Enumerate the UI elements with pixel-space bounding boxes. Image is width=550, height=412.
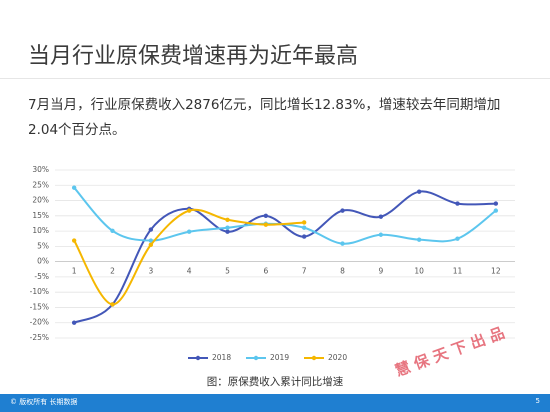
- point: [186, 229, 192, 234]
- y-tick-label: 25%: [32, 180, 49, 189]
- point: [186, 208, 192, 213]
- point: [148, 238, 154, 243]
- x-tick-label: 6: [263, 267, 268, 276]
- x-tick-label: 2: [110, 267, 115, 276]
- page-number: 5: [535, 397, 540, 405]
- x-tick-label: 11: [453, 267, 463, 276]
- x-tick-label: 1: [72, 267, 77, 276]
- point: [416, 189, 422, 194]
- legend-marker: [311, 355, 317, 361]
- y-tick-label: 30%: [32, 165, 49, 174]
- point: [455, 201, 460, 206]
- slide-title: 当月行业原保费增速再为近年最高: [28, 44, 359, 69]
- point: [416, 237, 422, 242]
- series-line: [73, 208, 305, 306]
- x-tick-label: 4: [187, 267, 192, 276]
- point: [110, 228, 115, 233]
- point: [225, 225, 230, 230]
- x-tick-label: 10: [414, 267, 424, 276]
- y-tick-label: -5%: [34, 272, 49, 281]
- y-tick-label: -10%: [30, 287, 49, 296]
- y-tick-label: 10%: [32, 226, 49, 235]
- y-tick-label: -15%: [30, 302, 49, 311]
- point: [301, 225, 307, 230]
- footer-text: © 版权所有 长期数据: [10, 398, 78, 406]
- point: [110, 302, 115, 307]
- legend-label: 2020: [328, 353, 347, 362]
- point: [301, 234, 307, 239]
- chart: -25%-20%-15%-10%-5%0%5%10%15%20%25%30%1 2…: [30, 165, 515, 362]
- point: [378, 214, 384, 219]
- point: [225, 217, 230, 222]
- legend-marker: [253, 355, 259, 361]
- legend-label: 2019: [270, 353, 289, 362]
- series-line: [73, 190, 496, 324]
- y-tick-label: 0%: [37, 257, 49, 266]
- x-tick-label: 12: [491, 267, 501, 276]
- slide-text: 7月当月，行业原保费收入2876亿元，同比增长12.83%，增速较去年同期增加2…: [28, 97, 501, 138]
- point: [148, 242, 154, 248]
- legend-label: 2018: [212, 353, 231, 362]
- point: [71, 238, 77, 243]
- legend-marker: [195, 355, 201, 361]
- y-tick-label: 15%: [32, 211, 49, 220]
- y-tick-label: 20%: [32, 196, 49, 205]
- point: [148, 227, 154, 232]
- y-tick-label: 5%: [37, 241, 49, 250]
- point: [493, 208, 499, 213]
- point: [71, 320, 77, 325]
- x-tick-label: 3: [148, 267, 153, 276]
- chart-caption: 图：原保费收入累计同比增速: [206, 376, 344, 388]
- point: [225, 229, 230, 234]
- title-rule: [0, 78, 550, 79]
- footer: © 版权所有 长期数据 5: [0, 394, 550, 412]
- point: [340, 208, 345, 213]
- point: [263, 213, 269, 219]
- x-tick-label: 7: [302, 267, 307, 276]
- point: [340, 241, 345, 246]
- x-tick-label: 5: [225, 267, 230, 276]
- point: [263, 222, 269, 227]
- point: [455, 236, 460, 241]
- point: [301, 220, 307, 225]
- x-tick-label: 9: [378, 267, 383, 276]
- x-tick-label: 8: [340, 267, 345, 276]
- point: [378, 232, 384, 237]
- y-tick-label: -25%: [30, 333, 49, 342]
- y-tick-label: -20%: [30, 318, 49, 327]
- point: [71, 185, 77, 190]
- point: [493, 201, 499, 206]
